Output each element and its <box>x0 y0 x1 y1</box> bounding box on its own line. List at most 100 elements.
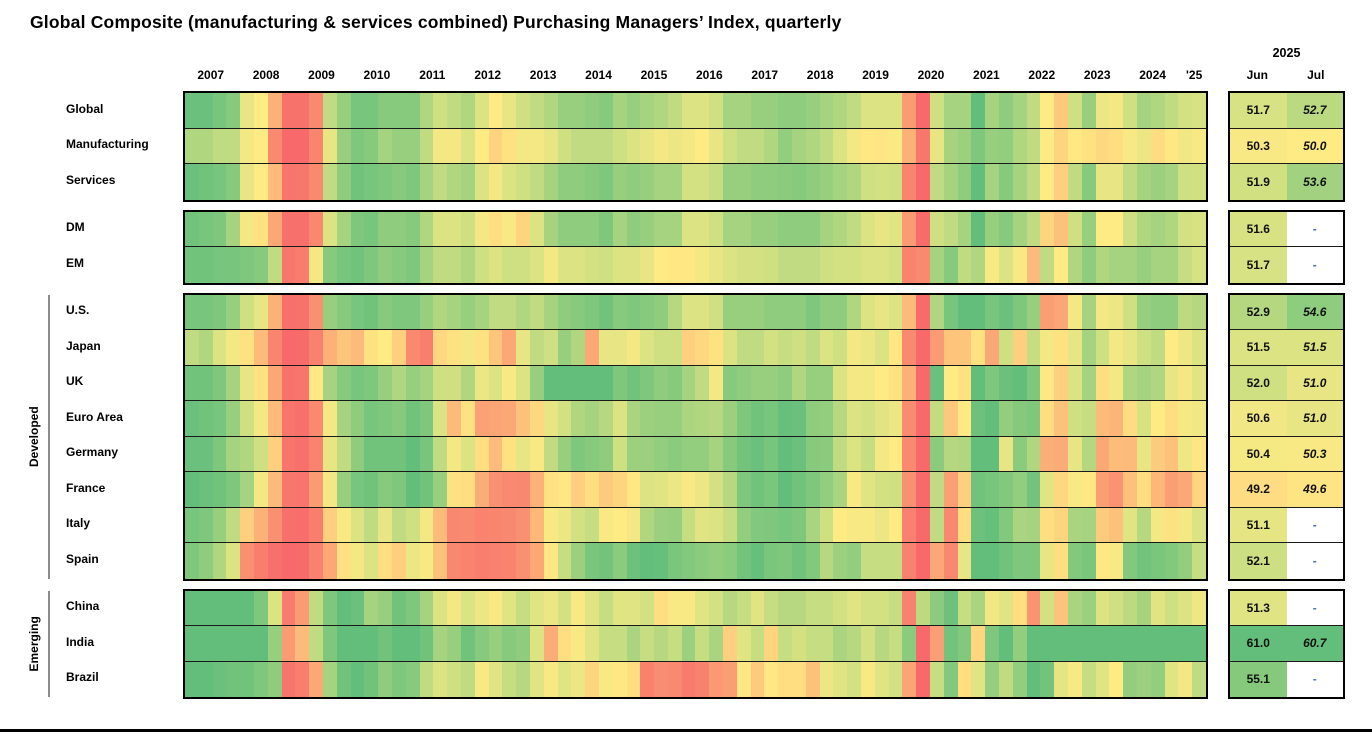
heatmap-cell <box>888 661 903 697</box>
heatmap-cell <box>474 294 489 329</box>
heatmap-cell <box>819 472 834 507</box>
heatmap-cell <box>585 294 599 329</box>
heatmap-cell <box>792 247 806 283</box>
heatmap-cell <box>516 507 530 542</box>
heatmap-cell <box>1109 507 1124 542</box>
heatmap-cell <box>1150 128 1165 163</box>
heatmap-cell <box>391 472 406 507</box>
heatmap-cell <box>874 365 889 400</box>
heatmap-row <box>185 365 1206 401</box>
heatmap-cell <box>336 436 351 471</box>
heatmap-cell <box>723 128 737 163</box>
heatmap-cell <box>391 401 406 436</box>
heatmap-cell <box>1095 436 1110 471</box>
heatmap-cell <box>350 128 365 163</box>
heatmap-cell <box>281 294 296 329</box>
heatmap-cell <box>957 590 972 625</box>
heatmap-cell <box>267 401 282 436</box>
heatmap-cell <box>281 211 296 246</box>
heatmap-cell <box>557 330 572 365</box>
heatmap-cell <box>1012 330 1027 365</box>
jun-value: 52.1 <box>1230 543 1287 579</box>
heatmap-cell <box>1040 128 1055 163</box>
heatmap-cell <box>1123 164 1137 200</box>
heatmap-cell <box>778 164 793 200</box>
heatmap-cell <box>736 164 751 200</box>
year-label: 2022 <box>1028 68 1056 82</box>
heatmap-cell <box>281 472 296 507</box>
heatmap-cell <box>957 294 972 329</box>
heatmap-cell <box>971 507 986 542</box>
heatmap-cell <box>474 436 489 471</box>
heatmap-cell <box>571 365 586 400</box>
heatmap-cell <box>999 590 1013 625</box>
heatmap-cell <box>419 661 434 697</box>
heatmap-cell <box>585 330 599 365</box>
heatmap-cell <box>267 543 282 579</box>
heatmap-cell <box>916 211 931 246</box>
heatmap-cell <box>1068 401 1082 436</box>
heatmap-cell <box>930 436 944 471</box>
heatmap-cell <box>350 401 365 436</box>
row-label: UK <box>66 374 84 389</box>
heatmap-cell <box>764 472 779 507</box>
jun-value: 51.9 <box>1230 164 1287 200</box>
heatmap-cell <box>805 93 820 128</box>
row-label: Spain <box>66 551 99 566</box>
heatmap-cell <box>805 365 820 400</box>
heatmap-cell <box>557 507 572 542</box>
heatmap-cell <box>212 365 227 400</box>
heatmap-cell <box>1192 128 1206 163</box>
heatmap-cell <box>267 247 282 283</box>
year-label: 2019 <box>862 68 889 82</box>
monthly-values-row: 51.7- <box>1230 247 1343 283</box>
heatmap-cell <box>1136 294 1151 329</box>
heatmap-cell <box>626 436 641 471</box>
heatmap-cell <box>612 543 627 579</box>
jun-value: 52.0 <box>1230 365 1287 400</box>
heatmap-cell <box>888 365 903 400</box>
heatmap-cell <box>612 247 627 283</box>
heatmap-cell <box>364 247 379 283</box>
heatmap-cell <box>502 164 517 200</box>
heatmap-cell <box>1081 294 1096 329</box>
heatmap-cell <box>516 247 530 283</box>
heatmap-cell <box>640 626 655 661</box>
heatmap-cell <box>792 401 806 436</box>
heatmap-cell <box>861 661 875 697</box>
heatmap-cell <box>378 436 392 471</box>
heatmap-cell <box>654 507 668 542</box>
heatmap-cell <box>1123 543 1137 579</box>
heatmap-cell <box>1136 472 1151 507</box>
heatmap-cell <box>971 626 986 661</box>
heatmap-cell <box>778 330 793 365</box>
heatmap-cell <box>819 661 834 697</box>
heatmap-cell <box>405 543 420 579</box>
heatmap-cell <box>1012 590 1027 625</box>
heatmap-cell <box>626 543 641 579</box>
heatmap-cell <box>1150 211 1165 246</box>
year-label: 2015 <box>640 68 668 82</box>
heatmap-cell <box>985 93 1000 128</box>
heatmap-cell <box>943 164 958 200</box>
heatmap-cell <box>985 590 1000 625</box>
heatmap-cell <box>1068 436 1082 471</box>
heatmap-cell <box>957 128 972 163</box>
heatmap-cell <box>364 401 379 436</box>
monthly-values-row: 51.7 52.7 <box>1230 93 1343 129</box>
heatmap-cell <box>322 247 337 283</box>
heatmap-cell <box>198 128 213 163</box>
heatmap-cell <box>902 211 917 246</box>
heatmap-cell <box>957 507 972 542</box>
heatmap-cell <box>930 507 944 542</box>
heatmap-cell <box>1109 436 1124 471</box>
heatmap-cell <box>709 543 724 579</box>
heatmap-cell <box>391 436 406 471</box>
heatmap-cell <box>1109 661 1124 697</box>
row-label: EM <box>66 255 84 270</box>
heatmap-cell <box>985 436 1000 471</box>
row-label: Global <box>66 101 104 116</box>
heatmap-cell <box>654 164 668 200</box>
heatmap-cell <box>1164 128 1179 163</box>
heatmap-cell <box>1123 128 1137 163</box>
